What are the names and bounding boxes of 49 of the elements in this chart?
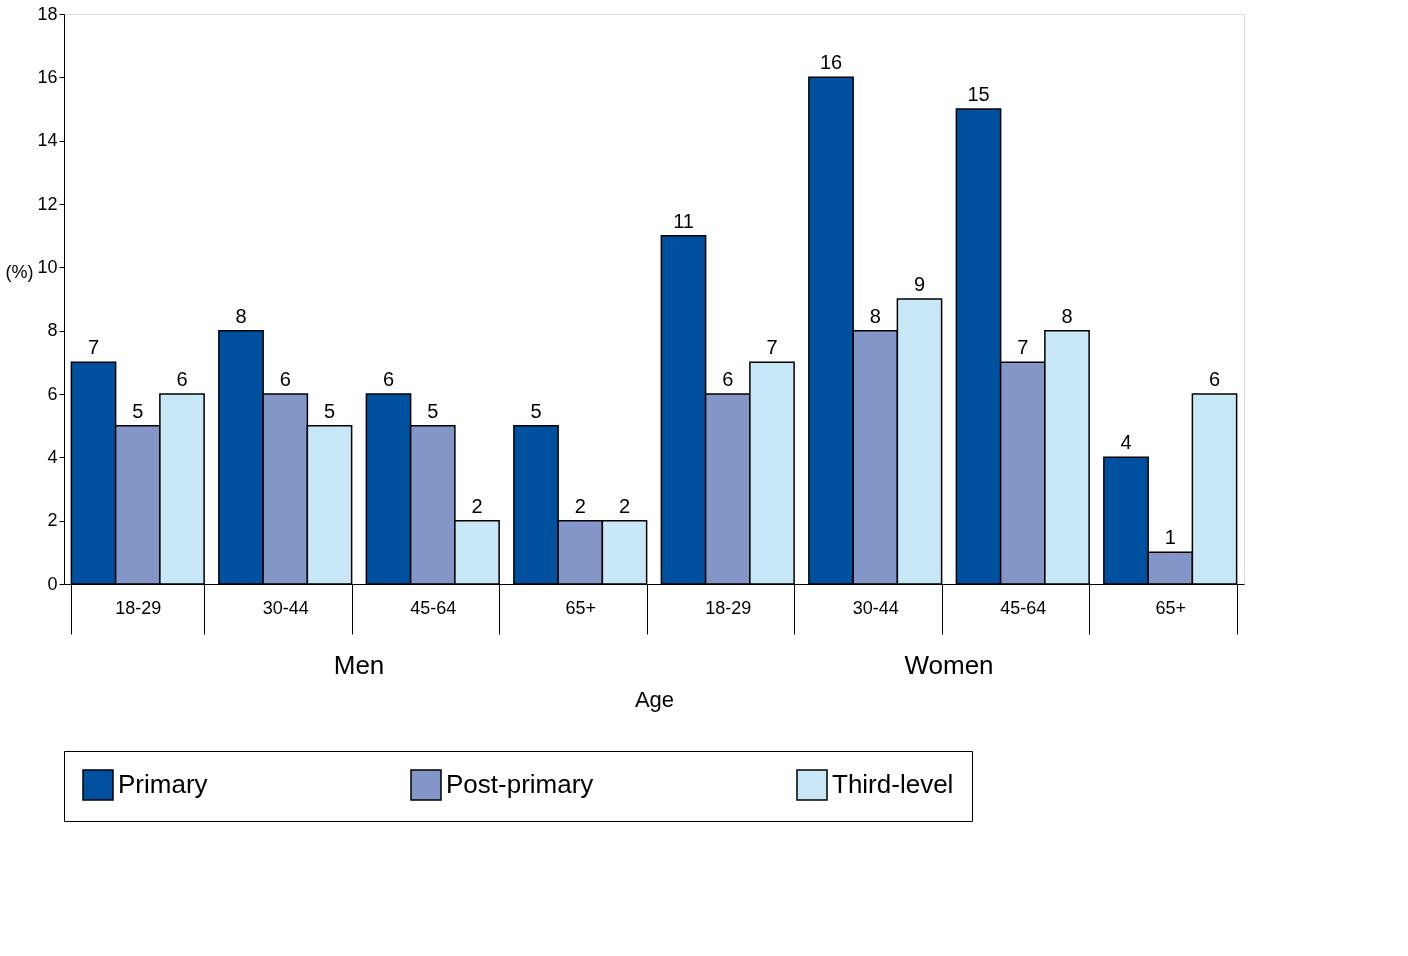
y-tick-label: 18 [37, 3, 58, 24]
x-tick-label: 30-44 [262, 597, 309, 618]
y-tick-label: 16 [37, 66, 58, 87]
data-label: 6 [722, 368, 734, 390]
data-label: 5 [323, 399, 336, 422]
data-label: 8 [1061, 304, 1073, 327]
x-tick-label: 65+ [565, 597, 597, 618]
data-label: 2 [471, 494, 483, 517]
data-label: 5 [132, 399, 144, 422]
data-label: 9 [913, 273, 926, 295]
text: Women [904, 650, 994, 680]
x-tick-label: 18-29 [115, 597, 162, 618]
y-tick-label: 6 [47, 383, 58, 404]
y-tick-label: 12 [37, 193, 58, 214]
y-axis-title: (%) [5, 262, 34, 283]
y-tick-label: 0 [47, 573, 58, 594]
data-label: 11 [673, 209, 694, 232]
data-label: 2 [574, 494, 586, 517]
x-tick-label: 45-64 [410, 597, 457, 618]
data-label: 1 [1164, 526, 1176, 549]
data-label: 5 [427, 399, 439, 422]
x-tick-label: 65+ [1155, 597, 1187, 618]
x-tick-label: 18-29 [705, 597, 752, 618]
x-axis-title: Age [634, 687, 675, 712]
y-tick-label: 8 [47, 320, 58, 341]
data-label: 4 [1120, 431, 1132, 454]
data-label: 5 [530, 399, 542, 422]
data-label: 7 [1017, 336, 1029, 359]
x-tick-label: 45-64 [1000, 597, 1047, 618]
y-tick-label: 10 [37, 256, 58, 277]
legend-label: Third-level [832, 769, 954, 799]
data-label: 16 [819, 51, 843, 74]
y-tick-label: 4 [47, 446, 58, 467]
data-label: 7 [87, 336, 100, 359]
data-label: 2 [618, 494, 631, 517]
data-label: 6 [1208, 368, 1221, 390]
data-label: 6 [382, 368, 395, 390]
legend-label: Post-primary [446, 769, 594, 799]
text: Men [333, 650, 385, 680]
y-tick-label: 2 [47, 510, 58, 531]
data-label: 8 [235, 304, 247, 327]
data-label: 7 [766, 336, 778, 359]
y-tick-label: 14 [37, 130, 58, 151]
data-label: 15 [967, 83, 990, 105]
data-label: 6 [279, 368, 291, 390]
legend-label: Primary [118, 769, 208, 799]
data-label: 6 [176, 368, 188, 390]
data-label: 8 [869, 304, 881, 327]
x-tick-label: 30-44 [852, 597, 899, 618]
